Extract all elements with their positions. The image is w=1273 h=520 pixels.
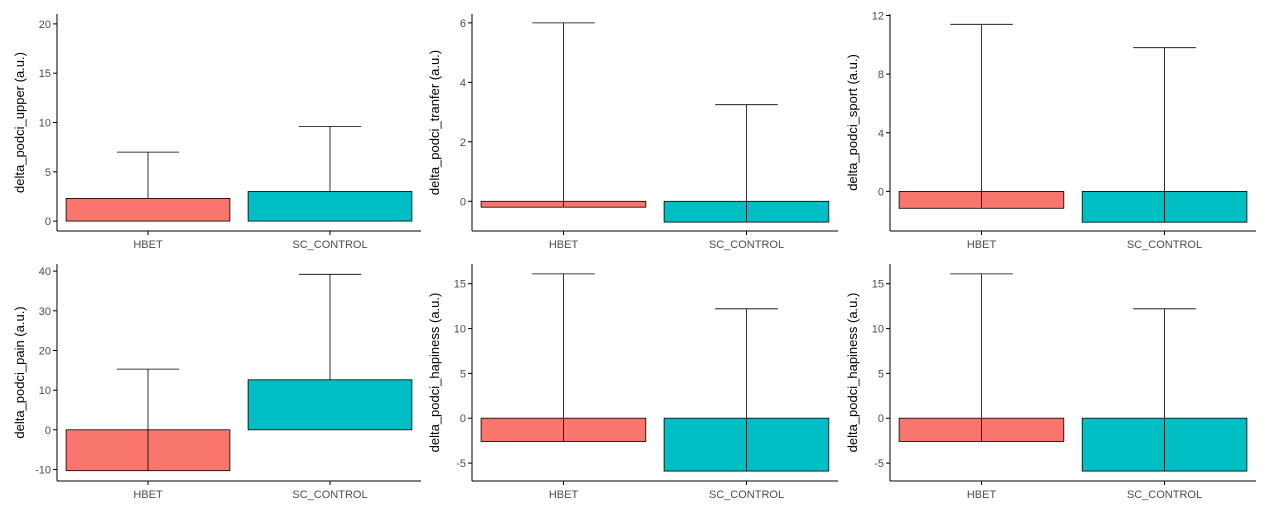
y-tick-label: 15 [872, 279, 884, 291]
y-tick-label: 0 [460, 196, 466, 208]
x-tick-label: HBET [133, 239, 163, 251]
y-tick-label: 5 [878, 368, 884, 380]
x-tick-label: HBET [549, 489, 579, 501]
y-tick-label: 10 [39, 118, 51, 130]
y-axis-title: delta_podci_hapiness (a.u.) [845, 293, 860, 453]
panel-5: -5 0 5 10 15 HBET SC_CONTROL delta_podci_hapine… [427, 264, 838, 501]
y-axis-title: delta_podci_pain (a.u.) [12, 306, 27, 438]
panel-6: -5 0 5 10 15 HBET SC_CONTROL delta_podci_hapine… [845, 264, 1256, 501]
x-tick-label: SC_CONTROL [709, 239, 784, 251]
panel-1: 0 5 10 15 20 HBET SC_CONTROL delta_podci_upper … [12, 14, 421, 251]
bar-hbet [65, 197, 231, 222]
y-tick-label: -10 [35, 465, 51, 477]
y-tick-label: 0 [45, 216, 51, 228]
y-tick-label: 20 [39, 19, 51, 31]
x-tick-label: HBET [549, 239, 579, 251]
y-tick-label: -5 [456, 458, 466, 470]
y-axis-title: delta_podci_tranfer (a.u.) [427, 50, 442, 195]
y-tick-label: 2 [460, 137, 466, 149]
y-tick-label: 10 [872, 324, 884, 336]
y-tick-label: 10 [454, 324, 466, 336]
x-tick-label: SC_CONTROL [1127, 239, 1202, 251]
x-tick-label: SC_CONTROL [1127, 489, 1202, 501]
bar-sc-control [247, 379, 413, 431]
panel-2: 0 2 4 6 HBET SC_CONTROL delta_podci_tranfer (a… [427, 14, 838, 251]
y-tick-label: -5 [874, 458, 884, 470]
bar-sc-control [247, 191, 413, 222]
y-tick-label: 15 [454, 279, 466, 291]
x-tick-label: HBET [133, 489, 163, 501]
y-tick-label: 0 [878, 186, 884, 198]
y-tick-label: 10 [39, 385, 51, 397]
y-axis-title: delta_podci_hapiness (a.u.) [427, 293, 442, 453]
y-tick-label: 20 [39, 346, 51, 358]
y-tick-label: 12 [872, 11, 884, 23]
x-tick-label: SC_CONTROL [292, 239, 367, 251]
y-tick-label: 0 [878, 413, 884, 425]
y-tick-label: 5 [45, 167, 51, 179]
y-tick-label: 5 [460, 368, 466, 380]
y-tick-label: 30 [39, 306, 51, 318]
y-tick-label: 0 [460, 413, 466, 425]
y-tick-label: 0 [45, 425, 51, 437]
panel-3: 0 4 8 12 HBET SC_CONTROL delta_podci_sport (a.… [845, 11, 1256, 251]
y-tick-label: 6 [460, 18, 466, 30]
y-axis-title: delta_podci_upper (a.u.) [12, 52, 27, 193]
panel-4: -10 0 10 20 30 40 HBET SC_CONTROL delta_podci_pa… [12, 264, 421, 501]
y-tick-label: 8 [878, 69, 884, 81]
x-tick-label: HBET [967, 489, 997, 501]
y-axis-title: delta_podci_sport (a.u.) [845, 54, 860, 191]
x-tick-label: HBET [967, 239, 997, 251]
y-tick-label: 40 [39, 266, 51, 278]
x-tick-label: SC_CONTROL [709, 489, 784, 501]
y-tick-label: 15 [39, 68, 51, 80]
y-tick-label: 4 [460, 77, 466, 89]
y-tick-label: 4 [878, 128, 884, 140]
x-tick-label: SC_CONTROL [292, 489, 367, 501]
